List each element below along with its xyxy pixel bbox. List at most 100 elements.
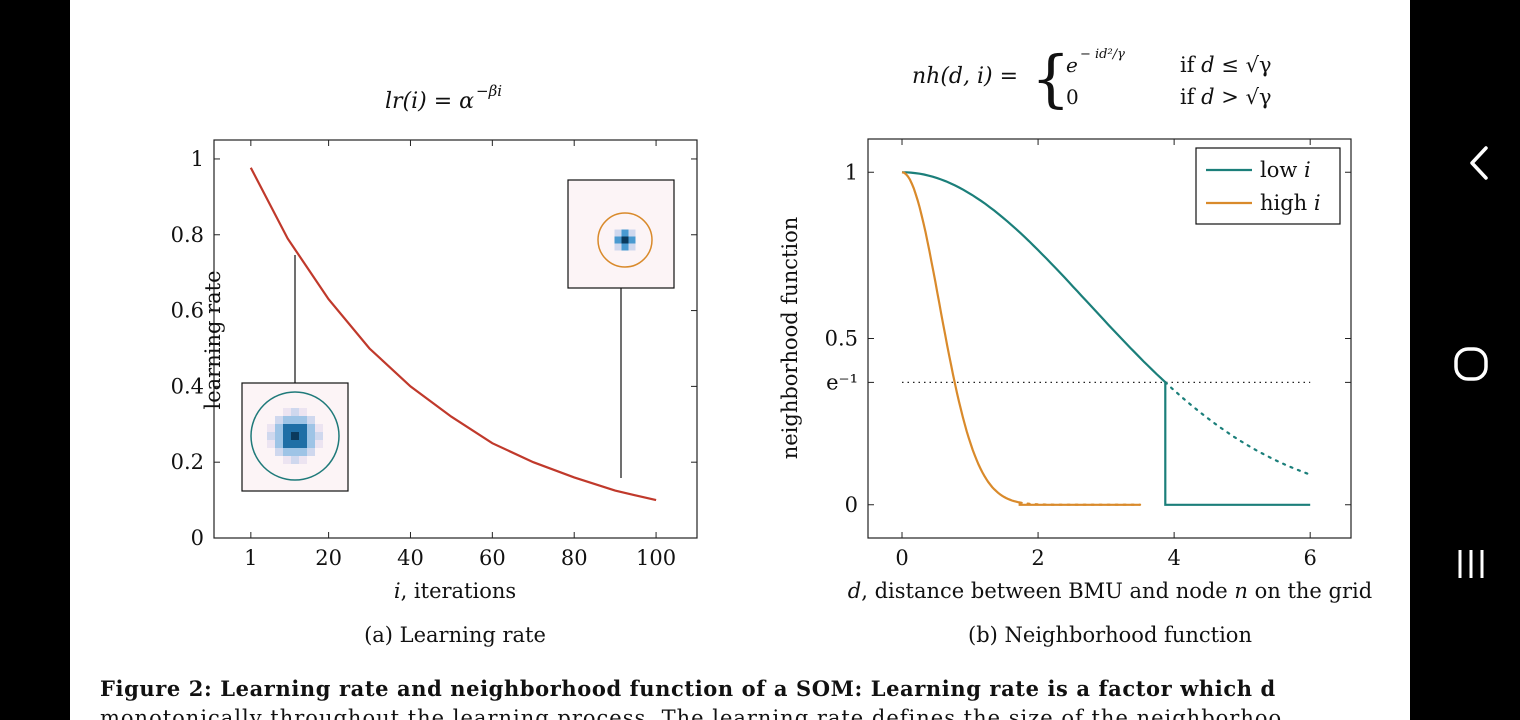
inset-pixel — [275, 448, 283, 456]
figure-caption-line1: Figure 2: Learning rate and neighborhood… — [100, 676, 1276, 701]
inset-pixel — [307, 424, 315, 432]
a-xlabel: i, iterations — [394, 579, 516, 603]
nh-brace: { — [1031, 42, 1070, 115]
back-icon — [1470, 146, 1488, 180]
inset-pixel — [283, 448, 291, 456]
inset-pixel — [283, 416, 291, 424]
figure-2: lr(i) = α −βi 1 20 40 60 80 10000.20.40.60.81… — [171, 42, 1373, 647]
inset-pixel — [283, 456, 291, 464]
inset-pixel — [267, 432, 275, 440]
inset-pixel — [307, 440, 315, 448]
inset-pixel — [299, 448, 307, 456]
a-ytick-label: 0 — [191, 526, 204, 550]
paper-page: lr(i) = α −βi 1 20 40 60 80 100 0 0.2 0.4 0.6 0.8 1… — [70, 0, 1410, 720]
nh-formula-lhs: nh(d, i) = — [912, 64, 1018, 89]
nh-case1-value: e — [1066, 53, 1078, 77]
plot-frame — [213, 139, 698, 539]
b-ylabel: neighborhood function — [778, 217, 802, 460]
inset-pixel — [315, 440, 323, 448]
inset-pixel — [267, 440, 275, 448]
b-ytick-label: 0.5 — [825, 327, 858, 351]
home-button[interactable] — [1410, 318, 1520, 408]
b-xtick-label: 2 — [1031, 546, 1044, 570]
a-subcaption: (a) Learning rate — [364, 623, 546, 647]
inset-pixel — [283, 440, 291, 448]
inset-pixel — [291, 456, 299, 464]
b-ytick-label: 1 — [845, 160, 858, 184]
b-xtick-label: 6 — [1303, 546, 1316, 570]
a-xtick-label: 100 — [636, 546, 676, 570]
inset-pixel — [275, 432, 283, 440]
neighborhood-chart: nh(d, i) = { e − id²/γ 0 if d ≤ √γ if d … — [778, 42, 1372, 647]
inset-pixel — [283, 432, 291, 440]
inset-pixel — [315, 424, 323, 432]
lr-formula: lr(i) = α — [385, 89, 474, 114]
inset-wide — [241, 255, 349, 492]
a-ytick-label: 1 — [191, 147, 204, 171]
inset-pixel — [628, 236, 636, 244]
inset-pixel — [291, 448, 299, 456]
b-xtick-label: 4 — [1167, 546, 1180, 570]
inset-pixel — [614, 236, 622, 244]
legend-high-i: high i — [1260, 191, 1321, 215]
a-xtick-label: 1 — [244, 546, 257, 570]
figure-caption-line2: monotonically throughout the learning pr… — [100, 706, 1283, 720]
inset-pixel — [621, 229, 629, 237]
learning-rate-chart: lr(i) = α −βi 1 20 40 60 80 100 0 0.2 0.4 0.6 0.8 1… — [171, 82, 698, 647]
b-xlabel: d, distance between BMU and node n on th… — [848, 579, 1372, 603]
inset-pixel — [291, 432, 299, 440]
inset-pixel — [299, 440, 307, 448]
b-ytick-label: e⁻¹ — [826, 370, 858, 394]
android-nav-bar — [1410, 0, 1520, 720]
inset-narrow — [567, 179, 675, 478]
inset-pixel — [275, 424, 283, 432]
inset-pixel — [307, 448, 315, 456]
inset-pixel — [307, 416, 315, 424]
nh-curve-low-i — [902, 171, 1311, 506]
a-ylabel: learning rate — [201, 270, 225, 409]
recents-button[interactable] — [1410, 520, 1520, 610]
inset-pixel — [307, 432, 315, 440]
legend: low i high i — [1195, 147, 1341, 225]
inset-pixel — [614, 229, 622, 237]
inset-pixel — [621, 236, 629, 244]
inset-pixel — [267, 424, 275, 432]
inset-pixel — [291, 408, 299, 416]
b-subcaption: (b) Neighborhood function — [968, 623, 1252, 647]
inset-pixel — [315, 432, 323, 440]
inset-pixel — [275, 416, 283, 424]
inset-pixel — [291, 440, 299, 448]
legend-low-i: low i — [1260, 158, 1311, 182]
nh-case2-value: 0 — [1066, 85, 1079, 109]
inset-pixel — [628, 243, 636, 251]
inset-pixel — [299, 408, 307, 416]
nh-tail-low-i — [1164, 381, 1312, 476]
inset-pixel — [614, 243, 622, 251]
inset-pixel — [628, 229, 636, 237]
nh-case1-exp: − id²/γ — [1080, 47, 1125, 62]
a-ytick-label: 0.8 — [171, 223, 204, 247]
inset-pixel — [621, 243, 629, 251]
inset-pixel — [299, 416, 307, 424]
inset-pixel — [299, 432, 307, 440]
b-ytick-label: 0 — [845, 493, 858, 517]
a-xtick-label: 40 — [397, 546, 424, 570]
back-button[interactable] — [1410, 118, 1520, 208]
nh-curve-high-i — [901, 171, 1141, 506]
lr-curve — [249, 167, 657, 502]
home-icon — [1454, 347, 1488, 381]
lr-formula-exp: −βi — [476, 82, 502, 100]
a-xtick-label: 80 — [561, 546, 588, 570]
inset-pixel — [283, 424, 291, 432]
inset-pixel — [291, 416, 299, 424]
a-ytick-label: 0.4 — [171, 374, 204, 398]
recents-icon — [1458, 550, 1484, 578]
b-xtick-label: 0 — [895, 546, 908, 570]
a-ytick-label: 0.2 — [171, 450, 204, 474]
inset-pixel — [299, 424, 307, 432]
inset-pixel — [299, 456, 307, 464]
a-xtick-label: 20 — [315, 546, 342, 570]
nh-case1-cond: if d ≤ √γ — [1180, 53, 1272, 77]
a-xtick-label: 60 — [479, 546, 506, 570]
inset-pixel — [283, 408, 291, 416]
